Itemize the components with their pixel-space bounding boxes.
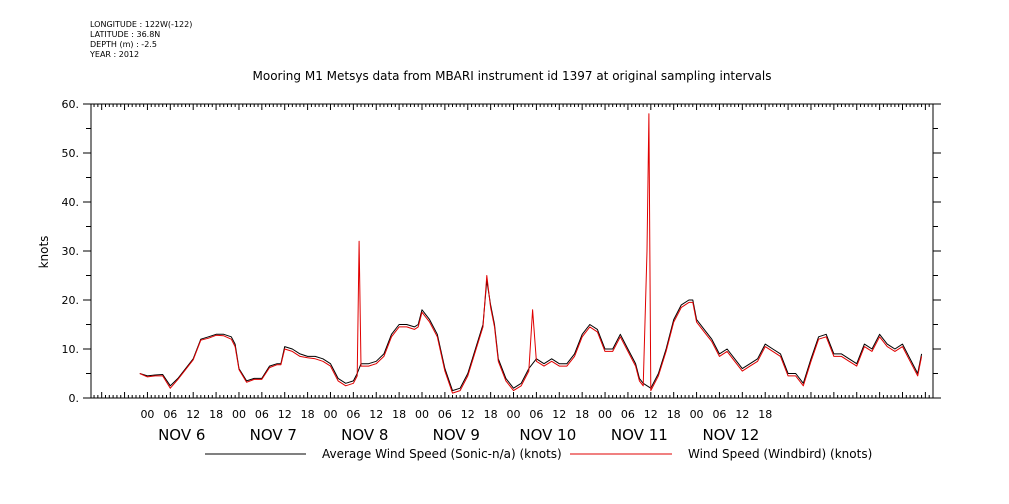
x-tick-label: 12 <box>369 408 383 421</box>
y-tick-label: 0. <box>69 392 80 405</box>
x-tick-label: 06 <box>255 408 269 421</box>
x-tick-label: 18 <box>575 408 589 421</box>
x-tick-label: 00 <box>507 408 521 421</box>
x-tick-labels: 00 06 12 18 00 06 12 18 00 06 12 18 00 06 12 18 00 06 12 18… <box>140 408 772 421</box>
y-tick-label: 10. <box>62 343 80 356</box>
x-tick-label: 00 <box>140 408 154 421</box>
x-tick-label: 12 <box>644 408 658 421</box>
x-tick-label: 06 <box>621 408 635 421</box>
legend-label-windbird: Wind Speed (Windbird) (knots) <box>688 447 872 461</box>
x-tick-label: 12 <box>735 408 749 421</box>
chart-title: Mooring M1 Metsys data from MBARI instru… <box>253 69 772 83</box>
x-tick-label: 06 <box>712 408 726 421</box>
day-label: NOV 6 <box>158 426 205 444</box>
x-tick-label: 12 <box>552 408 566 421</box>
day-label: NOV 9 <box>433 426 480 444</box>
legend-label-average: Average Wind Speed (Sonic-n/a) (knots) <box>322 447 562 461</box>
x-tick-label: 06 <box>529 408 543 421</box>
meta-longitude: LONGITUDE : 122W(-122) <box>90 20 193 29</box>
y-tick-label: 20. <box>62 294 80 307</box>
y-axis-label: knots <box>37 236 51 269</box>
x-tick-label: 06 <box>438 408 452 421</box>
y-tick-labels: 0. 10. 20. 30. 40. 50. 60. <box>62 98 80 405</box>
day-labels: NOV 6 NOV 7 NOV 8 NOV 9 NOV 10 NOV 11 NOV 12 <box>158 426 759 444</box>
y-tick-label: 30. <box>62 245 80 258</box>
x-tick-label: 12 <box>186 408 200 421</box>
day-label: NOV 7 <box>250 426 297 444</box>
y-tick-label: 50. <box>62 147 80 160</box>
series-lines <box>139 113 923 394</box>
x-tick-label: 18 <box>209 408 223 421</box>
x-tick-label: 18 <box>667 408 681 421</box>
x-tick-label: 18 <box>484 408 498 421</box>
series-line-windbird-wind-speed <box>139 113 923 394</box>
x-tick-label: 18 <box>301 408 315 421</box>
metadata-block: LONGITUDE : 122W(-122) LATITUDE : 36.8N … <box>90 20 192 60</box>
day-label: NOV 11 <box>611 426 668 444</box>
x-tick-label: 12 <box>461 408 475 421</box>
meta-latitude: LATITUDE : 36.8N <box>90 30 161 39</box>
x-tick-label: 00 <box>232 408 246 421</box>
x-tick-label: 18 <box>758 408 772 421</box>
x-tick-label: 00 <box>323 408 337 421</box>
meta-year: YEAR : 2012 <box>90 50 140 59</box>
axis-ticks <box>83 103 941 399</box>
series-line-average-wind-speed <box>139 279 923 392</box>
x-tick-label: 18 <box>392 408 406 421</box>
x-tick-label: 12 <box>278 408 292 421</box>
plot-frame <box>90 103 934 399</box>
x-tick-label: 06 <box>163 408 177 421</box>
y-tick-label: 60. <box>62 98 80 111</box>
day-label: NOV 10 <box>519 426 576 444</box>
x-tick-label: 06 <box>346 408 360 421</box>
legend: Average Wind Speed (Sonic-n/a) (knots) W… <box>205 447 872 461</box>
day-label: NOV 8 <box>341 426 388 444</box>
x-tick-label: 00 <box>415 408 429 421</box>
meta-depth: DEPTH (m) : -2.5 <box>90 40 157 49</box>
x-tick-label: 00 <box>598 408 612 421</box>
x-tick-label: 00 <box>690 408 704 421</box>
y-tick-label: 40. <box>62 196 80 209</box>
day-label: NOV 12 <box>702 426 759 444</box>
